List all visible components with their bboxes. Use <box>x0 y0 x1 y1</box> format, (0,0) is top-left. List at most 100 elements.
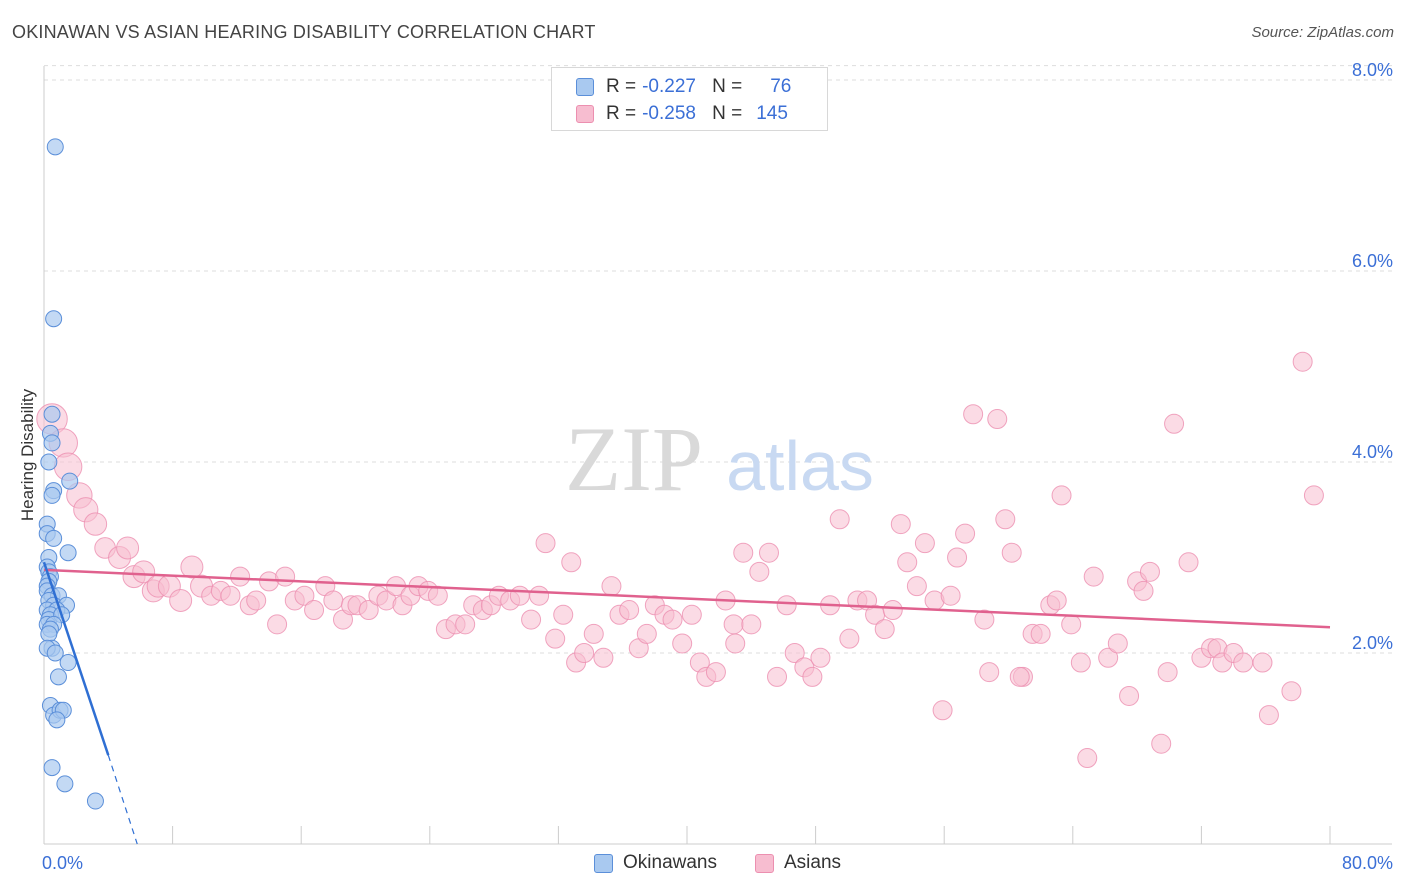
asian-point[interactable] <box>1292 351 1313 372</box>
asian-point[interactable] <box>1119 685 1140 706</box>
okinawan-point[interactable] <box>43 759 61 777</box>
asian-point[interactable] <box>839 628 860 649</box>
asian-point[interactable] <box>455 614 476 635</box>
okinawan-point[interactable] <box>46 644 64 662</box>
okinawan-point[interactable] <box>48 711 66 729</box>
asian-point[interactable] <box>940 585 961 606</box>
asian-point[interactable] <box>521 609 542 630</box>
asian-point[interactable] <box>116 536 140 560</box>
asian-point[interactable] <box>733 542 754 563</box>
asian-point[interactable] <box>1077 748 1098 769</box>
okinawan-point[interactable] <box>45 529 63 547</box>
asian-point[interactable] <box>906 576 927 597</box>
okinawan-point[interactable] <box>43 486 61 504</box>
okinawan-point[interactable] <box>43 405 61 423</box>
okinawan-point[interactable] <box>40 453 58 471</box>
okinawan-point[interactable] <box>59 654 77 672</box>
asian-point[interactable] <box>1098 647 1119 668</box>
asian-point[interactable] <box>1083 566 1104 587</box>
asian-point[interactable] <box>574 643 595 663</box>
asian-point[interactable] <box>1151 733 1172 754</box>
asian-point[interactable] <box>267 614 288 635</box>
asian-point[interactable] <box>545 628 566 649</box>
asian-point[interactable] <box>1178 552 1199 573</box>
asian-point[interactable] <box>246 590 267 611</box>
asian-point[interactable] <box>882 600 903 621</box>
okinawan-point[interactable] <box>86 792 104 810</box>
legend-item-asians[interactable]: Asians <box>755 852 841 874</box>
asian-point[interactable] <box>1133 580 1154 601</box>
asian-point[interactable] <box>829 509 850 530</box>
asian-point[interactable] <box>802 666 823 687</box>
asian-point[interactable] <box>979 662 1000 683</box>
asian-point[interactable] <box>963 404 984 425</box>
asian-point[interactable] <box>180 555 204 579</box>
asian-point[interactable] <box>749 561 770 582</box>
asian-point[interactable] <box>1258 705 1279 726</box>
asian-point[interactable] <box>914 533 935 554</box>
asian-point[interactable] <box>1233 652 1254 673</box>
asian-point[interactable] <box>1281 681 1302 702</box>
asian-point[interactable] <box>601 576 622 597</box>
asian-point[interactable] <box>1070 652 1091 673</box>
asian-point[interactable] <box>83 512 108 536</box>
asian-point[interactable] <box>932 700 953 721</box>
asian-point[interactable] <box>681 604 702 625</box>
asian-point[interactable] <box>974 609 995 630</box>
asian-point[interactable] <box>1107 633 1128 654</box>
asian-point[interactable] <box>535 533 556 554</box>
asian-point[interactable] <box>509 585 530 606</box>
asian-point[interactable] <box>1139 561 1160 582</box>
asian-point[interactable] <box>561 552 582 573</box>
asian-point[interactable] <box>784 643 805 663</box>
asian-point[interactable] <box>725 633 746 654</box>
asian-point[interactable] <box>169 588 193 612</box>
asian-point[interactable] <box>619 600 640 621</box>
asian-point[interactable] <box>890 514 911 535</box>
okinawan-point[interactable] <box>43 434 61 452</box>
asian-point[interactable] <box>1252 652 1273 673</box>
asian-point[interactable] <box>323 590 344 611</box>
asian-point[interactable] <box>304 600 325 621</box>
asian-point[interactable] <box>636 623 657 644</box>
asian-point[interactable] <box>529 585 550 606</box>
asian-point[interactable] <box>897 552 918 573</box>
okinawan-point[interactable] <box>59 544 77 562</box>
asian-point[interactable] <box>1157 662 1178 683</box>
okinawan-point[interactable] <box>49 668 67 686</box>
asian-point[interactable] <box>947 547 968 568</box>
okinawan-point[interactable] <box>61 472 79 490</box>
asian-point[interactable] <box>358 600 379 621</box>
okinawan-point[interactable] <box>45 310 63 328</box>
asian-point[interactable] <box>1051 485 1072 506</box>
asian-point[interactable] <box>1046 590 1067 611</box>
asian-point[interactable] <box>427 585 448 606</box>
asian-point[interactable] <box>987 409 1008 430</box>
asian-point[interactable] <box>758 542 779 563</box>
asian-point[interactable] <box>230 566 251 587</box>
asian-point[interactable] <box>275 566 296 587</box>
asian-point[interactable] <box>662 609 683 630</box>
asian-point[interactable] <box>874 619 895 640</box>
asian-point[interactable] <box>553 604 574 625</box>
asian-point[interactable] <box>995 509 1016 530</box>
asian-point[interactable] <box>583 623 604 644</box>
asian-point[interactable] <box>1001 542 1022 563</box>
asian-point[interactable] <box>1164 413 1185 434</box>
asian-point[interactable] <box>741 614 762 635</box>
asian-point[interactable] <box>1303 485 1324 506</box>
asian-point[interactable] <box>776 595 797 616</box>
asian-point[interactable] <box>1061 614 1082 635</box>
asian-point[interactable] <box>132 560 156 584</box>
asian-point[interactable] <box>294 585 315 606</box>
asian-point[interactable] <box>1030 623 1051 644</box>
asian-point[interactable] <box>672 633 693 654</box>
asian-point[interactable] <box>723 614 744 635</box>
asian-point[interactable] <box>593 647 614 668</box>
okinawan-point[interactable] <box>56 775 74 793</box>
asian-point[interactable] <box>767 666 788 687</box>
asian-point[interactable] <box>220 585 241 606</box>
okinawan-point[interactable] <box>46 138 64 156</box>
asian-point[interactable] <box>1009 666 1030 687</box>
asian-point[interactable] <box>705 662 726 683</box>
